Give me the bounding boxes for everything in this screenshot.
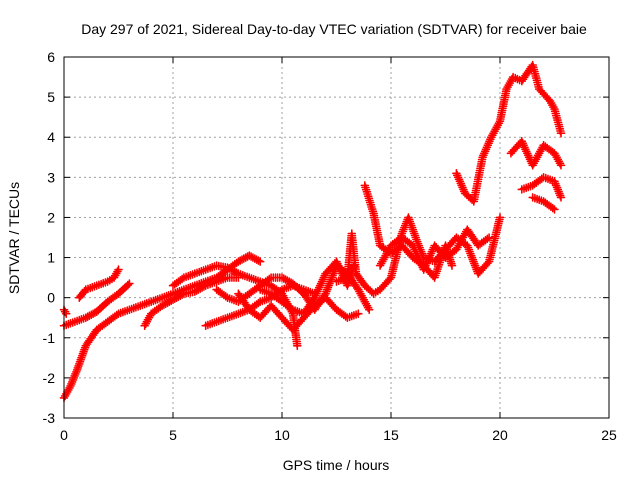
grid-layer	[64, 57, 609, 418]
series-points-track-o	[506, 136, 566, 170]
series-track-i	[234, 289, 363, 335]
series-points-track-e	[140, 273, 243, 330]
y-axis-label: SDTVAR / TECUs	[6, 182, 22, 294]
series-points-track-f	[168, 261, 302, 351]
tick-layer: 0 5 10 15 20 25 -3 -2 -1 0 1 2 3 4 5 6	[43, 49, 617, 443]
series-points-track-c	[75, 265, 123, 302]
x-tick-label: 20	[492, 427, 508, 443]
y-tick-label: -3	[43, 410, 56, 426]
series-track-l	[360, 181, 457, 282]
series-points-track-q	[528, 193, 559, 214]
series-points-track-i	[234, 289, 363, 335]
series-track-q	[528, 193, 559, 214]
series-layer	[59, 60, 566, 403]
y-tick-label: -2	[43, 370, 56, 386]
x-tick-label: 0	[60, 427, 68, 443]
chart-title: Day 297 of 2021, Sidereal Day-to-day VTE…	[81, 21, 587, 37]
series-track-j	[255, 257, 359, 318]
y-tick-label: 6	[47, 49, 55, 65]
x-tick-label: 5	[169, 427, 177, 443]
series-track-n	[452, 60, 566, 206]
y-tick-label: 5	[47, 89, 55, 105]
y-tick-label: 0	[47, 290, 55, 306]
x-tick-label: 10	[274, 427, 290, 443]
plot-frame	[63, 56, 610, 419]
x-axis-label: GPS time / hours	[283, 457, 390, 473]
y-tick-label: -1	[43, 330, 56, 346]
series-points-track-p	[517, 173, 566, 202]
series-track-m	[375, 225, 494, 274]
y-tick-label: 3	[47, 169, 55, 185]
series-track-o	[506, 136, 566, 170]
series-points-track-j	[255, 257, 359, 318]
x-tick-label: 15	[383, 427, 399, 443]
series-track-c	[75, 265, 123, 302]
y-tick-label: 4	[47, 129, 55, 145]
x-tick-label: 25	[601, 427, 617, 443]
series-points-track-b	[59, 305, 71, 318]
series-points-track-l	[360, 181, 457, 282]
y-tick-label: 1	[47, 250, 55, 266]
series-points-track-n	[452, 60, 566, 206]
series-track-p	[517, 173, 566, 202]
y-tick-label: 2	[47, 209, 55, 225]
series-track-b	[59, 305, 71, 318]
series-points-track-m	[375, 225, 494, 274]
series-track-f	[168, 261, 302, 351]
series-track-e	[140, 273, 243, 330]
